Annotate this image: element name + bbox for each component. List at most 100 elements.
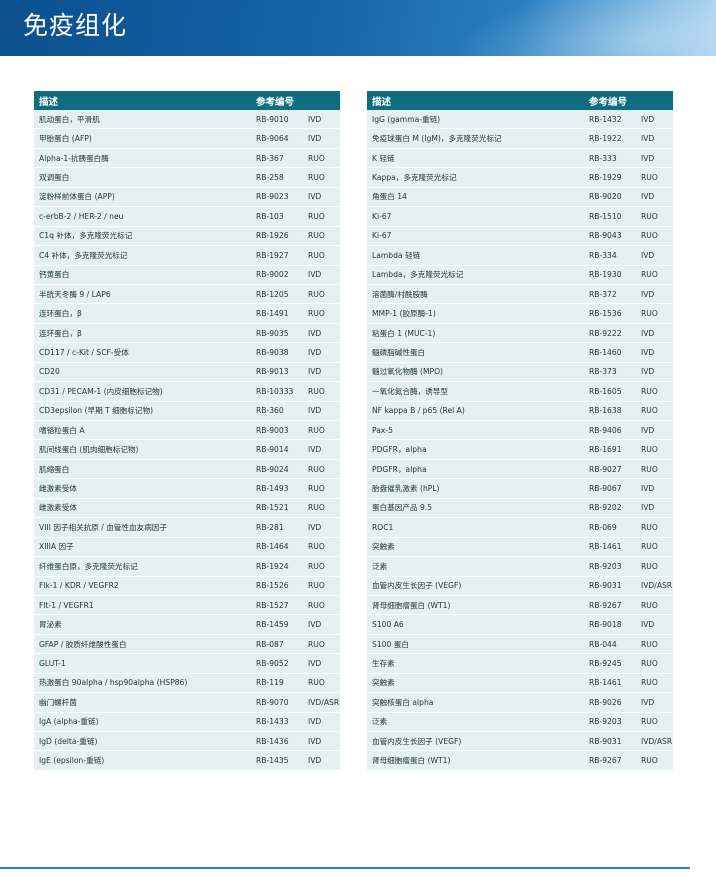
row-type: IVD: [641, 153, 655, 163]
row-description: 淀粉样前体蛋白 (APP): [39, 192, 115, 202]
row-description: C1q 补体，多克隆荧光标记: [39, 231, 133, 241]
table-row: 泛素 RB-9203 RUO: [367, 712, 673, 732]
row-type: RUO: [641, 600, 658, 610]
row-reference: RB-087: [256, 639, 284, 649]
row-description: Ki-67: [372, 211, 392, 221]
row-description: 肌间线蛋白 (肌肉细胞标记物): [39, 445, 139, 455]
row-type: IVD/ASR: [641, 581, 673, 591]
row-description: c-erbB-2 / HER-2 / neu: [39, 211, 124, 221]
row-type: IVD: [308, 328, 322, 338]
row-reference: RB-1927: [256, 250, 289, 260]
row-reference: RB-334: [589, 250, 617, 260]
table-row: Pax-5 RB-9406 IVD: [367, 421, 673, 441]
row-description: 甲胎蛋白 (AFP): [39, 134, 92, 144]
row-type: RUO: [308, 484, 325, 494]
row-type: IVD: [641, 367, 655, 377]
row-type: IVD: [308, 134, 322, 144]
row-reference: RB-103: [256, 211, 284, 221]
table-body: 肌动蛋白，平滑肌 RB-9010 IVD 甲胎蛋白 (AFP) RB-9064 IVD Al…: [34, 110, 340, 771]
row-reference: RB-1638: [589, 406, 622, 416]
row-reference: RB-1464: [256, 542, 289, 552]
row-reference: RB-9014: [256, 445, 289, 455]
table-row: 生存素 RB-9245 RUO: [367, 654, 673, 674]
row-type: IVD: [641, 425, 655, 435]
row-type: IVD: [641, 347, 655, 357]
row-reference: RB-9267: [589, 600, 622, 610]
row-description: CD31 / PECAM-1 (内皮细胞标记物): [39, 386, 163, 396]
table-row: MMP-1 (胶原酶-1) RB-1536 RUO: [367, 304, 673, 324]
row-description: IgE (epsilon-重链): [39, 756, 105, 766]
row-reference: RB-119: [256, 678, 284, 688]
row-description: 泛素: [372, 561, 388, 571]
row-description: 热激蛋白 90alpha / hsp90alpha (HSP86): [39, 678, 188, 688]
row-type: IVD: [641, 192, 655, 202]
row-type: RUO: [308, 581, 325, 591]
row-reference: RB-069: [589, 522, 617, 532]
row-reference: RB-9245: [589, 658, 622, 668]
column-header-reference: 参考编号: [589, 96, 628, 108]
row-description: Kappa，多克隆荧光标记: [372, 173, 457, 183]
row-reference: RB-9406: [589, 425, 622, 435]
row-type: RUO: [641, 756, 658, 766]
table-row: Ki-67 RB-1510 RUO: [367, 207, 673, 227]
table-row: 肌动蛋白，平滑肌 RB-9010 IVD: [34, 110, 340, 130]
row-type: RUO: [641, 445, 658, 455]
row-type: RUO: [641, 678, 658, 688]
table-row: 肾母细胞瘤蛋白 (WT1) RB-9267 RUO: [367, 595, 673, 616]
row-description: Lambda，多克隆荧光标记: [372, 270, 464, 280]
table-row: 甲胎蛋白 (AFP) RB-9064 IVD: [34, 129, 340, 149]
row-description: IgG (gamma-重链): [372, 114, 441, 124]
row-reference: RB-9203: [589, 717, 622, 727]
row-type: RUO: [308, 600, 325, 610]
row-type: RUO: [641, 309, 658, 319]
table-row: 蛋白基因产品 9.5 RB-9202 IVD: [367, 498, 673, 519]
row-reference: RB-1521: [256, 503, 289, 513]
row-reference: RB-9038: [256, 347, 289, 357]
row-type: IVD: [641, 328, 655, 338]
row-reference: RB-1432: [589, 114, 622, 124]
table-row: NF kappa B / p65 (Rel A) RB-1638 RUO: [367, 401, 673, 421]
row-description: Flt-1 / VEGFR1: [39, 600, 94, 610]
table-row: VIII 因子相关抗原 / 血管性血友病因子 RB-281 IVD: [34, 518, 340, 538]
row-reference: RB-9267: [589, 756, 622, 766]
row-reference: RB-1930: [589, 270, 622, 280]
row-reference: RB-9064: [256, 134, 289, 144]
row-description: 溶菌酶/村酰胺酶: [372, 289, 428, 299]
table-row: C1q 补体，多克隆荧光标记 RB-1926 RUO: [34, 226, 340, 247]
antibody-table-right: 描述 参考编号 IgG (gamma-重链) RB-1432 IVD 免疫球蛋白 M …: [367, 91, 673, 771]
row-type: RUO: [308, 503, 325, 513]
row-type: RUO: [641, 173, 658, 183]
table-header: 描述 参考编号: [34, 91, 340, 110]
row-reference: RB-9010: [256, 114, 289, 124]
table-row: 幽门螺杆菌 RB-9070 IVD/ASR: [34, 693, 340, 713]
row-reference: RB-367: [256, 153, 284, 163]
table-row: 髓磷脂碱性蛋白 RB-1460 IVD: [367, 343, 673, 363]
row-description: 雌激素受体: [39, 484, 77, 494]
row-type: IVD: [308, 445, 322, 455]
table-row: 连环蛋白，β RB-1491 RUO: [34, 304, 340, 324]
row-description: 粘蛋白 1 (MUC-1): [372, 328, 436, 338]
row-description: 连环蛋白，β: [39, 328, 82, 338]
row-description: CD3epsilon (早期 T 细胞标记物): [39, 406, 154, 416]
table-row: 胃泌素 RB-1459 IVD: [34, 615, 340, 635]
row-type: IVD: [641, 250, 655, 260]
row-reference: RB-1691: [589, 445, 622, 455]
row-reference: RB-1461: [589, 678, 622, 688]
row-description: 雌激素受体: [39, 503, 77, 513]
row-type: IVD: [308, 717, 322, 727]
row-reference: RB-1459: [256, 620, 289, 630]
table-row: IgA (alpha-重链) RB-1433 IVD: [34, 712, 340, 732]
table-row: 双调蛋白 RB-258 RUO: [34, 168, 340, 188]
table-row: 淀粉样前体蛋白 (APP) RB-9023 IVD: [34, 187, 340, 208]
row-reference: RB-9052: [256, 658, 289, 668]
row-type: RUO: [641, 658, 658, 668]
table-row: 髓过氧化物酶 (MPO) RB-373 IVD: [367, 362, 673, 383]
row-description: 生存素: [372, 658, 395, 668]
table-row: 胎盘催乳激素 (hPL) RB-9067 IVD: [367, 479, 673, 499]
row-description: NF kappa B / p65 (Rel A): [372, 406, 465, 416]
row-description: 角蛋白 14: [372, 192, 407, 202]
table-row: 雌激素受体 RB-1493 RUO: [34, 479, 340, 499]
row-type: IVD: [308, 620, 322, 630]
table-row: 突触核蛋白 alpha RB-9026 IVD: [367, 693, 673, 713]
row-description: 嗜铬粒蛋白 A: [39, 425, 85, 435]
